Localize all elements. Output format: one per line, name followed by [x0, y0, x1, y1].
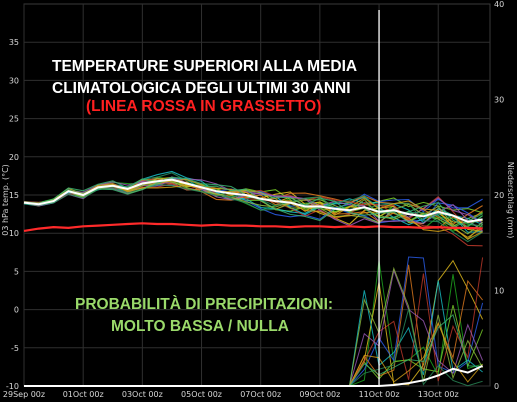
y-tick-label-left: 35	[9, 38, 19, 47]
y-tick-label-left: 10	[9, 229, 19, 238]
x-tick-label: 01Oct 00z	[63, 390, 104, 399]
grid	[23, 3, 491, 387]
annotation-line-5: MOLTO BASSA / NULLA	[111, 318, 289, 335]
y-tick-label-left: -10	[6, 382, 19, 391]
y-tick-label-right: 0	[494, 382, 499, 391]
y-tick-label-left: 0	[14, 306, 19, 315]
y-axis-label-right: Niederschlag (mm)	[506, 162, 515, 239]
annotation-line-4: PROBABILITÀ DI PRECIPITAZIONI:	[75, 296, 333, 313]
x-tick-label: 05Oct 00z	[181, 390, 222, 399]
precipitation-mean-line	[24, 364, 484, 387]
axes: -10 -5 0 5 10 15 20 25 30 35 0 10 20 30 40 29Sep 00z 01O…	[3, 0, 504, 399]
y-axis-label-left: 03 hPa temp. (°C)	[1, 164, 10, 236]
y-tick-label-left: 5	[14, 267, 19, 276]
annotation-line-2: CLIMATOLOGICA DEGLI ULTIMI 30 ANNI	[52, 80, 351, 97]
main-series	[23, 178, 484, 387]
x-tick-label: 11Oct 00z	[359, 390, 400, 399]
x-tick-label: 07Oct 00z	[240, 390, 281, 399]
y-tick-label-left: 20	[9, 153, 19, 162]
climatology-line	[23, 222, 483, 232]
annotation-precipitation: PROBABILITÀ DI PRECIPITAZIONI: MOLTO BAS…	[75, 296, 333, 335]
y-tick-label-right: 40	[494, 0, 504, 9]
y-tick-label-right: 20	[494, 191, 504, 200]
y-tick-label-left: -5	[11, 344, 19, 353]
ensemble-mean-line	[23, 178, 483, 223]
annotation-line-1: TEMPERATURE SUPERIORI ALLA MEDIA	[52, 58, 357, 75]
x-tick-label: 09Oct 00z	[299, 390, 340, 399]
x-tick-label: 03Oct 00z	[122, 390, 163, 399]
x-tick-label: 13Oct 00z	[418, 390, 459, 399]
annotation-temperature: TEMPERATURE SUPERIORI ALLA MEDIA CLIMATO…	[52, 58, 357, 115]
ensemble-member-line	[23, 179, 483, 240]
y-tick-label-right: 10	[494, 287, 504, 296]
y-tick-label-left: 15	[9, 191, 19, 200]
ensemble-member-line	[23, 180, 483, 235]
y-tick-label-left: 25	[9, 115, 19, 124]
annotation-line-3: (LINEA ROSSA IN GRASSETTO)	[86, 98, 321, 115]
x-tick-label: 29Sep 00z	[3, 390, 45, 399]
y-tick-label-right: 30	[494, 96, 504, 105]
y-tick-label-left: 30	[9, 76, 19, 85]
